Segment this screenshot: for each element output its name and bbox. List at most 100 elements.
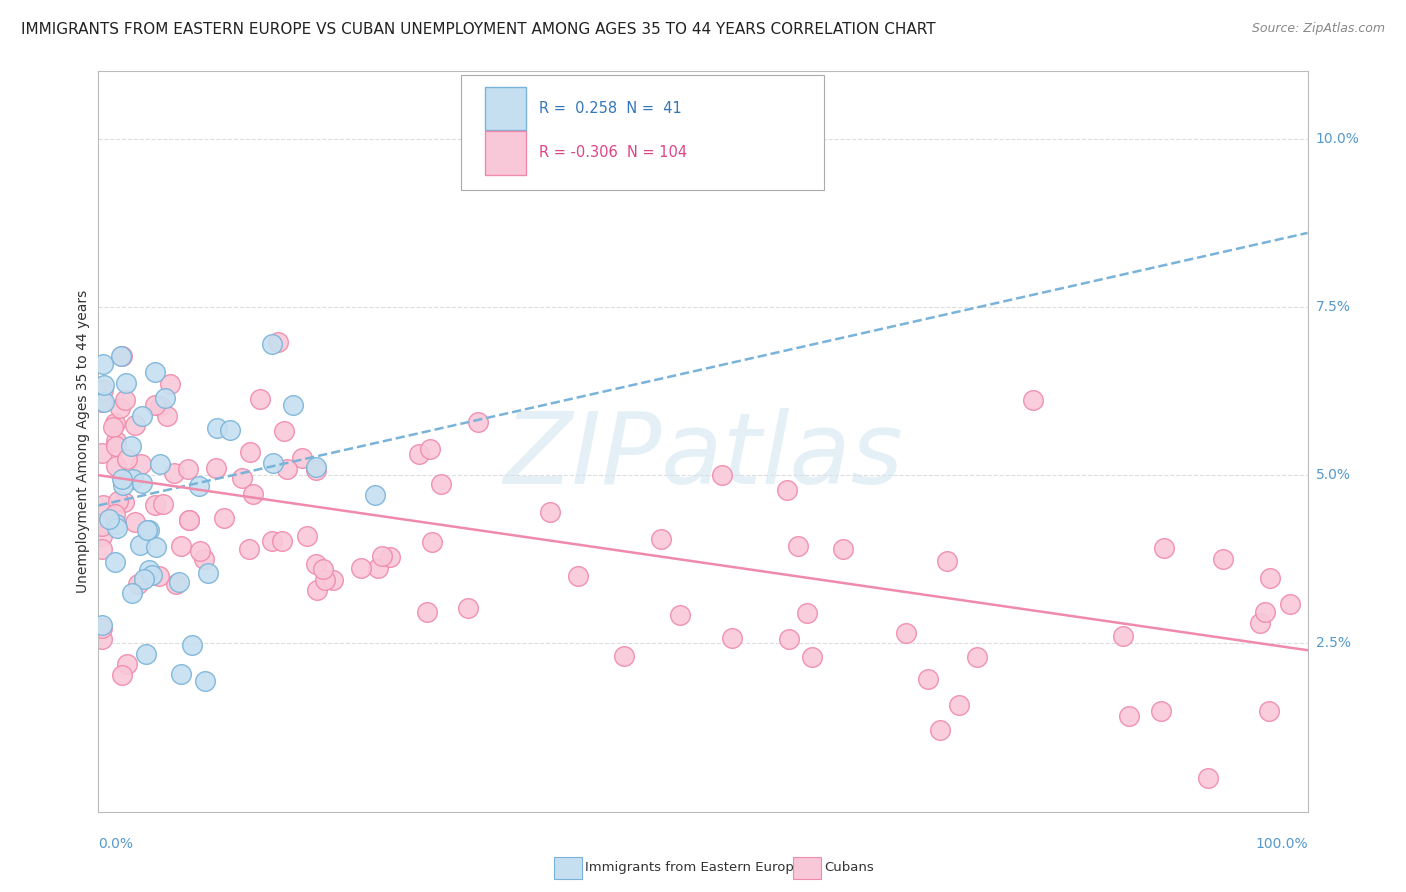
Point — [124, 417, 146, 432]
Point — [97, 512, 120, 526]
Point — [219, 423, 242, 437]
Point — [138, 523, 160, 537]
FancyBboxPatch shape — [485, 87, 526, 130]
Point — [242, 487, 264, 501]
Point — [131, 409, 153, 424]
Point — [613, 648, 636, 663]
Point — [567, 569, 589, 583]
Point — [104, 517, 127, 532]
Point — [134, 572, 156, 586]
Point — [281, 398, 304, 412]
Point — [801, 650, 824, 665]
Point — [104, 508, 127, 522]
Point — [380, 549, 402, 564]
Point — [273, 424, 295, 438]
Point — [91, 519, 114, 533]
Point — [711, 468, 734, 483]
Point — [152, 497, 174, 511]
Point — [131, 476, 153, 491]
Point — [467, 415, 489, 429]
Text: 5.0%: 5.0% — [1316, 468, 1351, 483]
Text: 10.0%: 10.0% — [1316, 132, 1360, 145]
Point — [188, 544, 211, 558]
Point — [136, 524, 159, 538]
Point — [104, 416, 127, 430]
Point — [419, 442, 441, 457]
Point — [91, 383, 114, 397]
Point — [111, 349, 134, 363]
Point — [121, 586, 143, 600]
Point — [270, 534, 292, 549]
Text: 100.0%: 100.0% — [1256, 837, 1308, 851]
Point — [112, 495, 135, 509]
Point — [149, 400, 172, 414]
Point — [134, 647, 156, 661]
Point — [796, 606, 818, 620]
Point — [91, 632, 114, 647]
Point — [122, 472, 145, 486]
Point — [1254, 605, 1277, 619]
Point — [408, 447, 430, 461]
Point — [91, 617, 114, 632]
Point — [936, 554, 959, 568]
Point — [177, 513, 200, 527]
Point — [141, 568, 163, 582]
Point — [115, 657, 138, 671]
Point — [143, 365, 166, 379]
Point — [1153, 541, 1175, 555]
Point — [457, 601, 479, 615]
Point — [239, 445, 262, 459]
Point — [721, 631, 744, 645]
Point — [262, 456, 284, 470]
Point — [179, 513, 201, 527]
Point — [91, 395, 114, 409]
Point — [193, 552, 215, 566]
Point — [416, 605, 439, 619]
Point — [107, 521, 129, 535]
Text: R = -0.306  N = 104: R = -0.306 N = 104 — [538, 145, 686, 161]
Point — [149, 457, 172, 471]
Point — [1150, 704, 1173, 718]
Point — [194, 673, 217, 688]
Point — [262, 337, 284, 351]
Point — [650, 533, 672, 547]
Point — [159, 376, 181, 391]
Point — [165, 577, 187, 591]
Point — [93, 394, 115, 409]
Text: 2.5%: 2.5% — [1316, 637, 1351, 650]
Point — [1249, 616, 1271, 631]
Point — [1197, 771, 1219, 785]
Point — [367, 561, 389, 575]
Point — [111, 668, 134, 682]
Point — [205, 461, 228, 475]
Point — [170, 539, 193, 553]
Point — [112, 478, 135, 492]
Text: 7.5%: 7.5% — [1316, 300, 1351, 314]
Point — [105, 439, 128, 453]
Point — [322, 573, 344, 587]
Text: IMMIGRANTS FROM EASTERN EUROPE VS CUBAN UNEMPLOYMENT AMONG AGES 35 TO 44 YEARS C: IMMIGRANTS FROM EASTERN EUROPE VS CUBAN … — [21, 22, 936, 37]
Point — [364, 488, 387, 502]
Point — [1258, 704, 1281, 718]
Point — [305, 558, 328, 572]
Point — [104, 556, 127, 570]
Point — [778, 632, 800, 646]
Point — [966, 649, 988, 664]
Point — [295, 529, 318, 543]
Point — [894, 626, 917, 640]
Point — [420, 534, 443, 549]
Text: Source: ZipAtlas.com: Source: ZipAtlas.com — [1251, 22, 1385, 36]
Point — [1258, 572, 1281, 586]
Point — [114, 392, 136, 407]
Point — [188, 479, 211, 493]
Point — [238, 541, 260, 556]
Point — [1112, 629, 1135, 643]
Point — [111, 472, 134, 486]
Point — [267, 335, 290, 350]
Point — [776, 483, 799, 497]
Point — [538, 505, 561, 519]
Text: Immigrants from Eastern Europe: Immigrants from Eastern Europe — [585, 862, 801, 874]
Point — [138, 563, 160, 577]
Point — [1279, 597, 1302, 611]
Point — [1021, 392, 1043, 407]
